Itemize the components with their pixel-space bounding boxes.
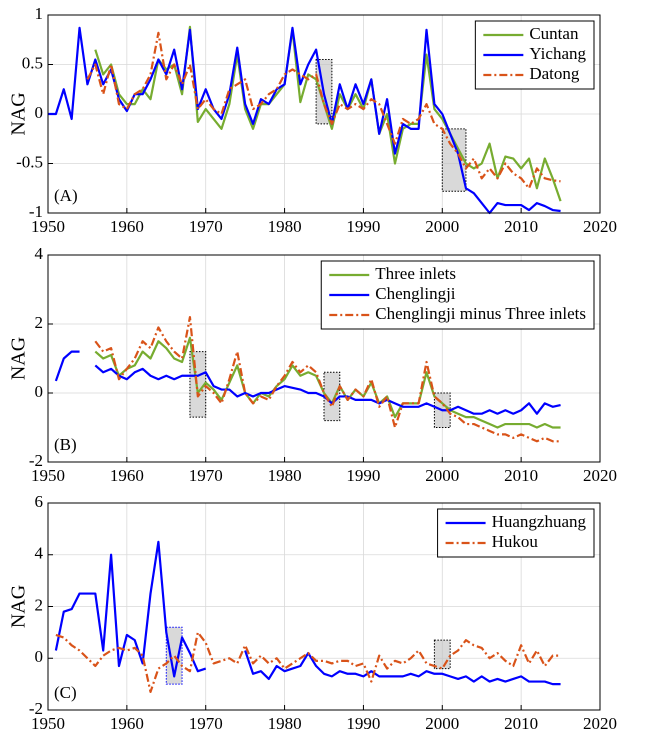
- y-tick-label: 0: [35, 647, 44, 666]
- x-tick-label: 1950: [31, 466, 65, 485]
- x-tick-label: 1970: [189, 466, 223, 485]
- y-tick-label: -1: [29, 202, 43, 221]
- x-tick-label: 1960: [110, 217, 144, 236]
- y-tick-label: 4: [35, 544, 44, 563]
- x-tick-label: 2020: [583, 217, 617, 236]
- highlight-box: [165, 626, 183, 685]
- panel: 1950 1960 1970 1980 1990 2000 2010 2020 -2 0 2 4 (B)…: [8, 244, 617, 485]
- x-tick-label: 1990: [346, 714, 380, 733]
- x-tick-label: 1950: [31, 714, 65, 733]
- y-tick-label: 0.5: [22, 53, 43, 72]
- legend-label: Hukou: [492, 532, 539, 551]
- x-tick-label: 1980: [268, 217, 302, 236]
- series-line: [94, 316, 561, 443]
- x-tick-label: 2000: [425, 466, 459, 485]
- x-tick-label: 2000: [425, 217, 459, 236]
- series-line: [86, 31, 561, 190]
- y-tick-label: -2: [29, 699, 43, 718]
- y-axis-label: NAG: [8, 585, 30, 628]
- y-tick-label: 0: [35, 103, 44, 122]
- x-tick-label: 1960: [110, 466, 144, 485]
- x-tick-label: 1960: [110, 714, 144, 733]
- y-tick-label: 4: [35, 244, 44, 263]
- y-tick-label: 2: [35, 595, 44, 614]
- legend-box: [437, 508, 595, 558]
- legend-label: Cuntan: [529, 24, 579, 43]
- x-tick-label: 1970: [189, 217, 223, 236]
- legend-label: Three inlets: [375, 264, 456, 283]
- x-tick-label: 1980: [268, 714, 302, 733]
- y-tick-label: 1: [35, 4, 44, 23]
- x-tick-label: 2010: [504, 714, 538, 733]
- y-axis-label: NAG: [8, 92, 30, 135]
- x-tick-label: 1990: [346, 466, 380, 485]
- panel-label: (A): [54, 186, 78, 205]
- legend-label: Yichang: [529, 44, 586, 63]
- legend-label: Datong: [529, 64, 580, 83]
- x-tick-label: 2020: [583, 714, 617, 733]
- x-tick-label: 2000: [425, 714, 459, 733]
- panel: 1950 1960 1970 1980 1990 2000 2010 2020 -1 -0.5 0 0…: [8, 4, 617, 236]
- highlight-box: [441, 128, 467, 192]
- x-tick-label: 2010: [504, 217, 538, 236]
- x-tick-label: 2020: [583, 466, 617, 485]
- axes-frame: [47, 254, 601, 463]
- series-line: [55, 631, 561, 693]
- axes-frame: [47, 502, 601, 711]
- x-tick-label: 1970: [189, 714, 223, 733]
- series-line: [54, 540, 561, 686]
- panel: 1950 1960 1970 1980 1990 2000 2010 2020 -2 0 2 4 6 (C…: [8, 492, 617, 733]
- y-axis-label: NAG: [8, 337, 30, 380]
- x-tick-label: 1950: [31, 217, 65, 236]
- y-tick-label: -2: [29, 451, 43, 470]
- x-tick-label: 1990: [346, 217, 380, 236]
- axes-frame: [47, 14, 601, 214]
- panel-label: (C): [54, 683, 77, 702]
- y-tick-label: -0.5: [16, 152, 43, 171]
- legend-label: Chenglingji minus Three inlets: [375, 304, 586, 323]
- x-tick-label: 2010: [504, 466, 538, 485]
- panel-label: (B): [54, 435, 77, 454]
- y-tick-label: 6: [35, 492, 44, 511]
- legend-label: Chenglingji: [375, 284, 456, 303]
- series-line: [48, 26, 561, 215]
- highlight-box: [433, 639, 451, 670]
- legend-label: Huangzhuang: [492, 512, 587, 531]
- y-tick-label: 0: [35, 382, 44, 401]
- y-tick-label: 2: [35, 313, 44, 332]
- x-tick-label: 1980: [268, 466, 302, 485]
